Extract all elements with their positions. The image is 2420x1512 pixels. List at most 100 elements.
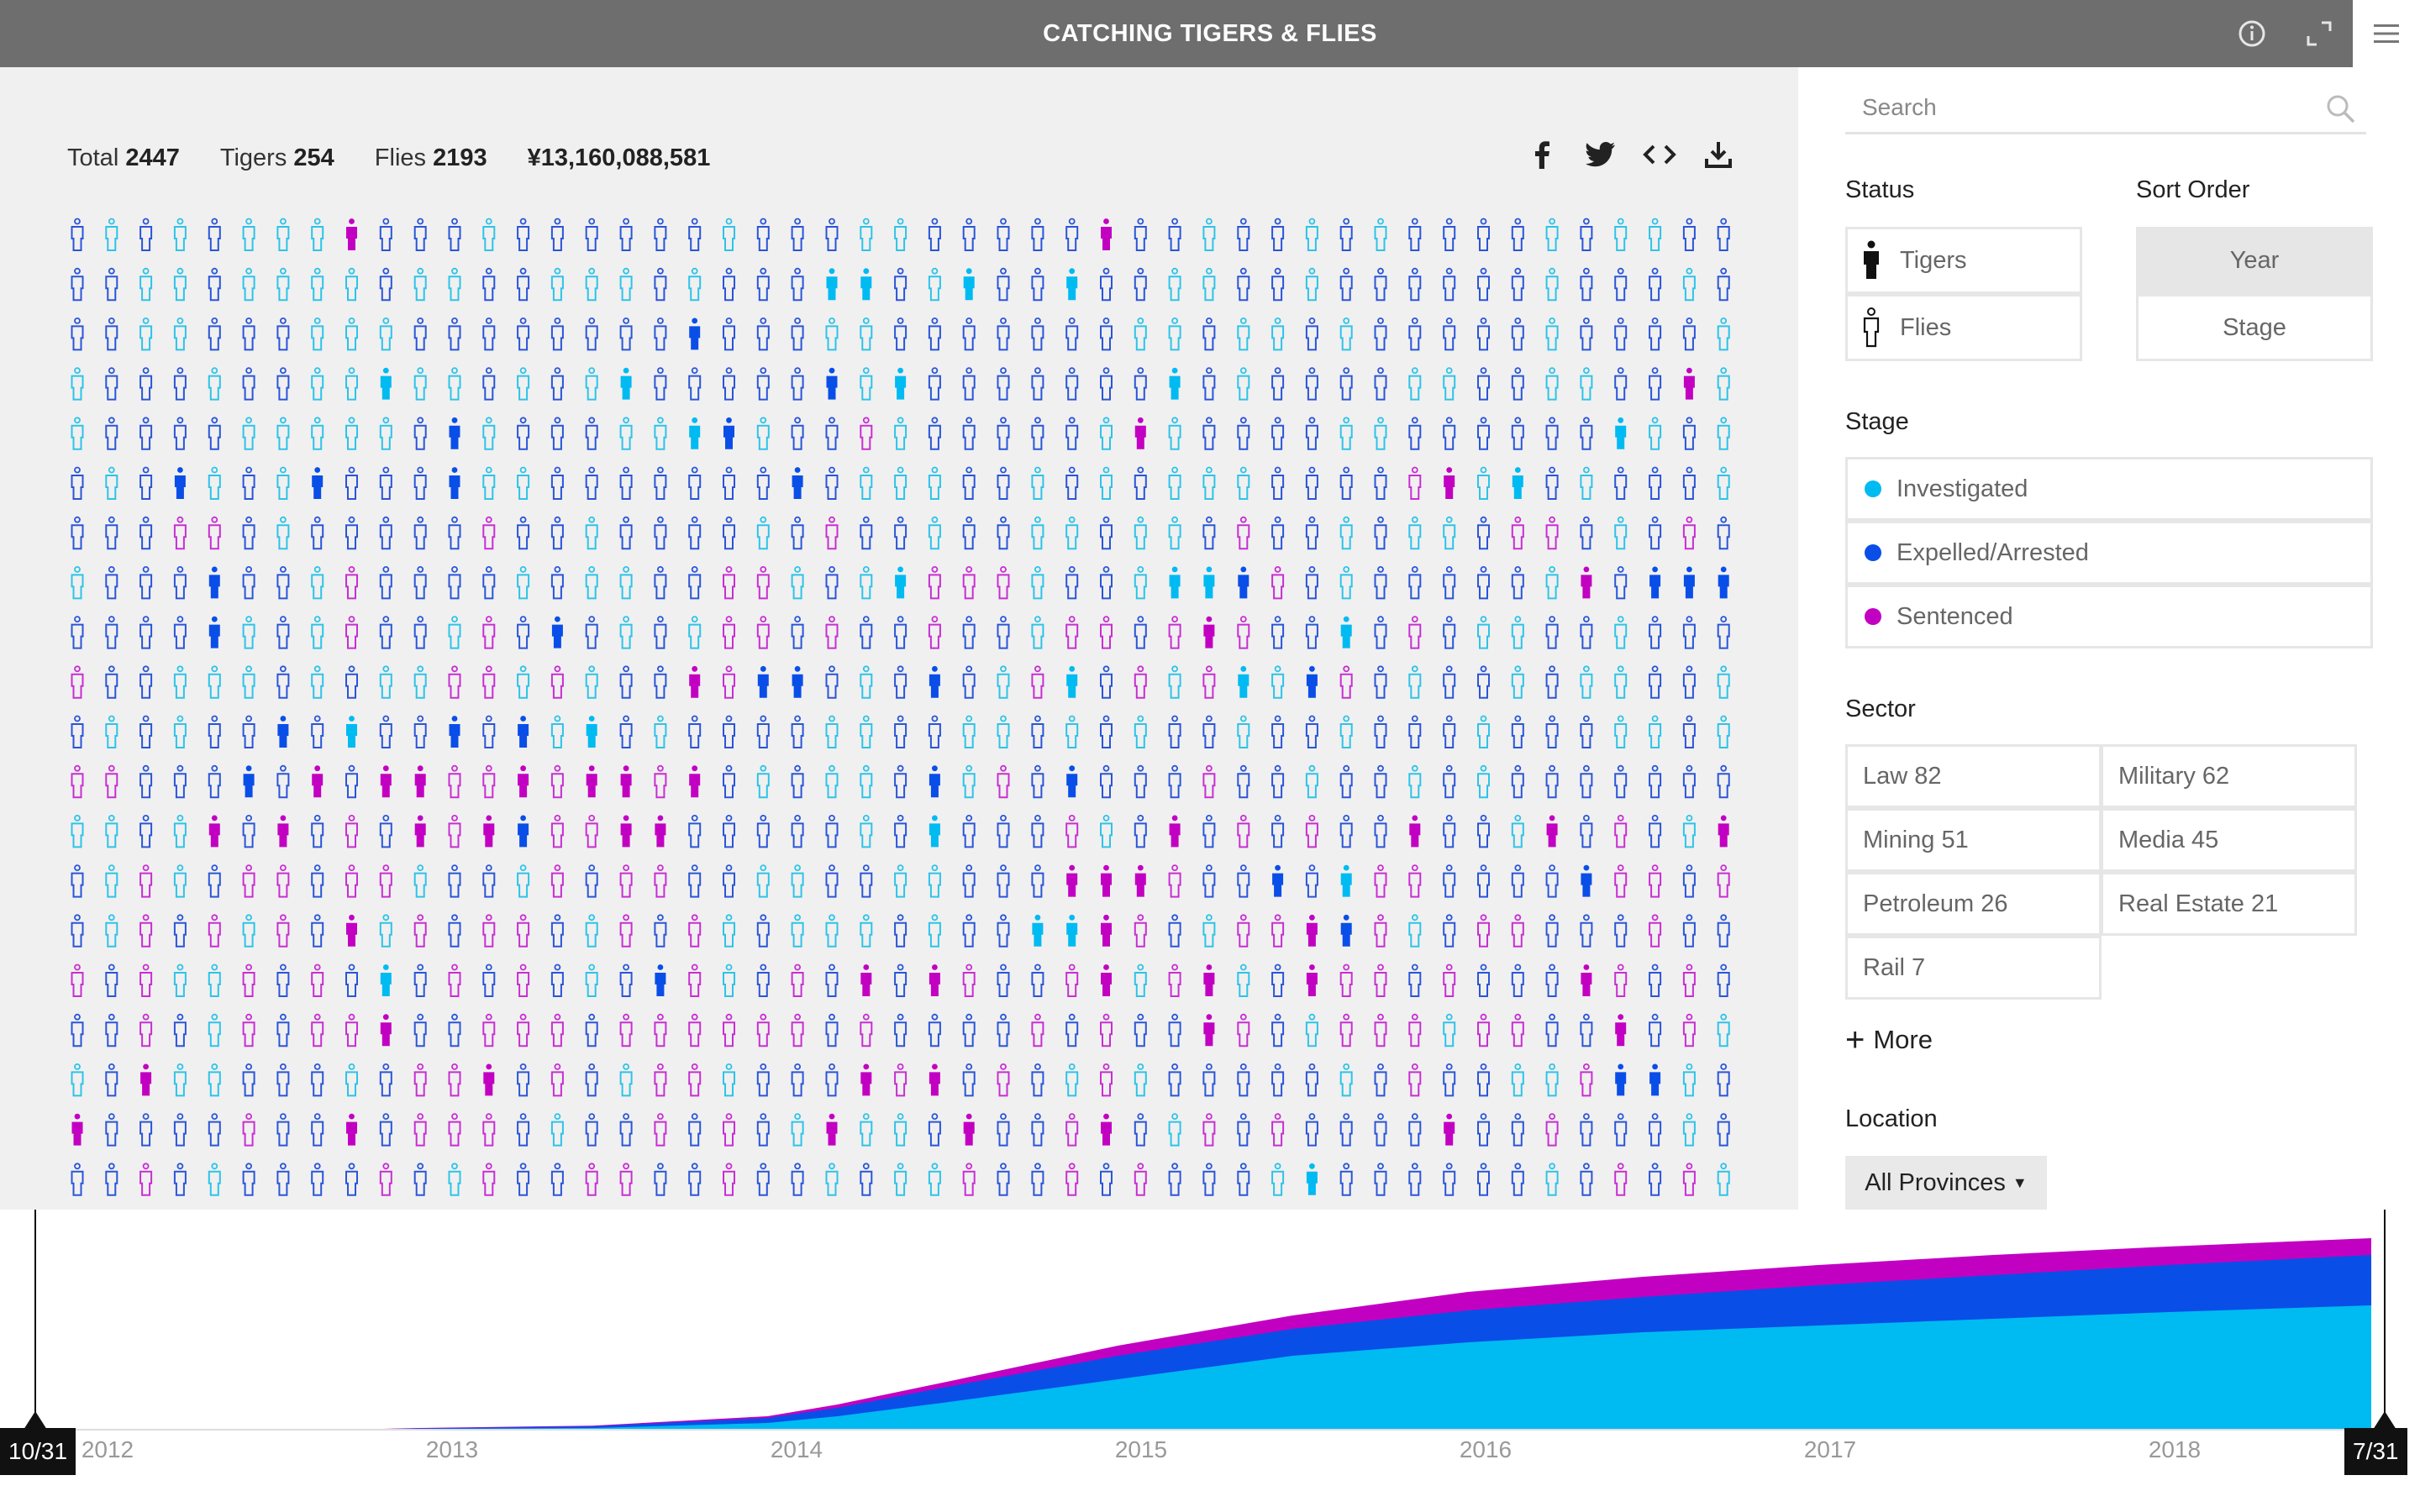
- fly-figure[interactable]: [105, 367, 118, 401]
- fly-figure[interactable]: [1237, 914, 1250, 948]
- fly-figure[interactable]: [1614, 914, 1628, 948]
- timeline-start-handle[interactable]: 10/31: [0, 1428, 76, 1475]
- fly-figure[interactable]: [276, 963, 290, 997]
- fly-figure[interactable]: [1271, 963, 1285, 997]
- fly-figure[interactable]: [550, 318, 564, 351]
- tiger-figure[interactable]: [1306, 964, 1318, 996]
- fly-figure[interactable]: [860, 864, 873, 898]
- fly-figure[interactable]: [1339, 963, 1353, 997]
- fly-figure[interactable]: [208, 665, 221, 699]
- fly-figure[interactable]: [550, 914, 564, 948]
- fly-figure[interactable]: [139, 963, 153, 997]
- fly-figure[interactable]: [860, 815, 873, 848]
- fly-figure[interactable]: [1682, 218, 1696, 251]
- fly-figure[interactable]: [1100, 715, 1113, 748]
- stage-filter-expelled[interactable]: Expelled/Arrested: [1845, 521, 2373, 585]
- fly-figure[interactable]: [1237, 1113, 1250, 1147]
- fly-figure[interactable]: [1649, 466, 1662, 500]
- fly-figure[interactable]: [413, 963, 427, 997]
- fly-figure[interactable]: [1202, 665, 1216, 699]
- fly-figure[interactable]: [860, 367, 873, 401]
- fly-figure[interactable]: [619, 565, 633, 600]
- fly-figure[interactable]: [1339, 367, 1353, 401]
- fly-figure[interactable]: [688, 267, 702, 302]
- fly-figure[interactable]: [413, 367, 427, 401]
- tiger-figure[interactable]: [1718, 566, 1729, 599]
- fly-figure[interactable]: [1545, 318, 1559, 351]
- fly-figure[interactable]: [1168, 914, 1181, 948]
- tiger-figure[interactable]: [1032, 914, 1044, 947]
- fly-figure[interactable]: [139, 914, 153, 948]
- fly-figure[interactable]: [1031, 764, 1044, 799]
- fly-figure[interactable]: [1477, 318, 1490, 351]
- search-icon[interactable]: [2324, 92, 2358, 126]
- fly-figure[interactable]: [1717, 864, 1730, 898]
- fly-figure[interactable]: [723, 466, 735, 500]
- fly-figure[interactable]: [379, 864, 392, 898]
- fly-figure[interactable]: [139, 417, 153, 450]
- fly-figure[interactable]: [379, 466, 392, 500]
- fly-figure[interactable]: [105, 267, 118, 302]
- fly-figure[interactable]: [962, 466, 976, 500]
- fly-figure[interactable]: [688, 864, 702, 898]
- fly-figure[interactable]: [1237, 367, 1250, 401]
- fly-figure[interactable]: [105, 815, 118, 848]
- fly-figure[interactable]: [1305, 318, 1318, 351]
- fly-figure[interactable]: [448, 764, 461, 799]
- fly-figure[interactable]: [1649, 267, 1662, 302]
- fly-figure[interactable]: [71, 565, 84, 600]
- fly-figure[interactable]: [71, 1163, 84, 1196]
- fly-figure[interactable]: [723, 665, 735, 699]
- fly-figure[interactable]: [1065, 815, 1079, 848]
- fly-figure[interactable]: [962, 565, 976, 600]
- fly-figure[interactable]: [71, 367, 84, 401]
- fly-figure[interactable]: [1339, 417, 1353, 450]
- fly-figure[interactable]: [482, 665, 496, 699]
- fly-figure[interactable]: [1682, 665, 1696, 699]
- fly-figure[interactable]: [550, 665, 564, 699]
- fly-figure[interactable]: [1271, 565, 1285, 600]
- fly-figure[interactable]: [791, 914, 804, 948]
- fly-figure[interactable]: [379, 318, 392, 351]
- fly-figure[interactable]: [345, 864, 358, 898]
- tiger-figure[interactable]: [1238, 566, 1249, 599]
- fly-figure[interactable]: [550, 715, 564, 748]
- fly-figure[interactable]: [723, 764, 735, 799]
- fly-figure[interactable]: [105, 1063, 118, 1097]
- fly-figure[interactable]: [791, 318, 804, 351]
- fly-figure[interactable]: [1580, 267, 1593, 302]
- fly-figure[interactable]: [517, 616, 530, 649]
- fly-figure[interactable]: [1134, 218, 1147, 251]
- fly-figure[interactable]: [1614, 466, 1628, 500]
- fly-figure[interactable]: [1443, 417, 1456, 450]
- fly-figure[interactable]: [276, 616, 290, 649]
- fly-figure[interactable]: [585, 267, 598, 302]
- fly-figure[interactable]: [1717, 764, 1730, 799]
- fly-figure[interactable]: [276, 764, 290, 799]
- fly-figure[interactable]: [1202, 417, 1216, 450]
- fly-figure[interactable]: [71, 764, 84, 799]
- fly-figure[interactable]: [345, 565, 358, 600]
- fly-figure[interactable]: [1682, 1013, 1696, 1047]
- fly-figure[interactable]: [654, 466, 667, 500]
- fly-figure[interactable]: [1031, 963, 1044, 997]
- fly-figure[interactable]: [1202, 1113, 1216, 1147]
- fly-figure[interactable]: [1614, 815, 1628, 848]
- fly-figure[interactable]: [311, 715, 324, 748]
- fly-figure[interactable]: [791, 1063, 804, 1097]
- fly-figure[interactable]: [1545, 665, 1559, 699]
- fly-figure[interactable]: [1305, 1113, 1318, 1147]
- fly-figure[interactable]: [1100, 318, 1113, 351]
- fly-figure[interactable]: [1580, 914, 1593, 948]
- fly-figure[interactable]: [928, 864, 941, 898]
- fly-figure[interactable]: [1408, 616, 1422, 649]
- fly-figure[interactable]: [311, 1013, 324, 1047]
- fly-figure[interactable]: [1100, 1063, 1113, 1097]
- fly-figure[interactable]: [1031, 1063, 1044, 1097]
- fly-figure[interactable]: [860, 715, 873, 748]
- fly-figure[interactable]: [1511, 367, 1524, 401]
- fly-figure[interactable]: [1305, 417, 1318, 450]
- tiger-figure[interactable]: [689, 417, 701, 449]
- tiger-figure[interactable]: [380, 765, 392, 798]
- fly-figure[interactable]: [1477, 1013, 1490, 1047]
